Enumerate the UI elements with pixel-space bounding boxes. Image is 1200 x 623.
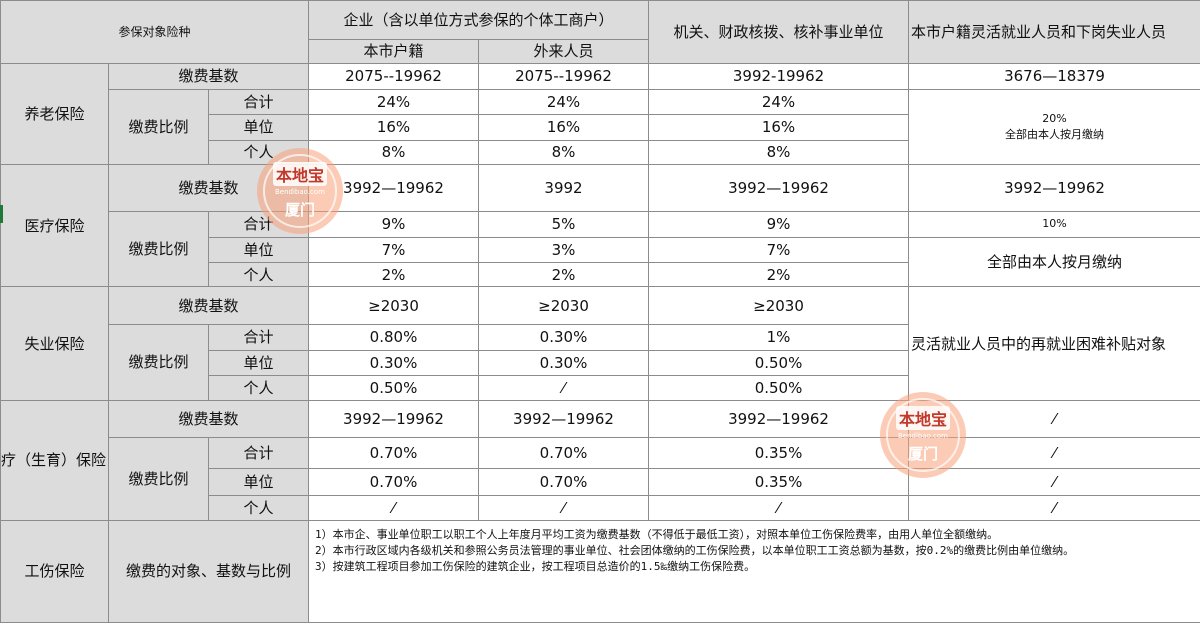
medical-base-nonlocal: 3992 [477,164,650,213]
medical-unit-local: 7% [308,236,479,263]
pension-personal-institution: 8% [648,139,910,166]
maternity-ratio-label: 缴费比例 [108,437,209,521]
maternity-base-flexible: ⁄ [908,399,1200,439]
unemployment-base-institution: ≥2030 [648,286,910,326]
pension-flexible-note: 全部由本人按月缴纳 [1005,127,1105,141]
pension-unit-local: 16% [308,114,479,141]
pension-base-flexible: 3676—18379 [908,63,1200,90]
maternity-personal-flexible: ⁄ [908,495,1200,521]
pension-unit-institution: 16% [648,114,910,141]
unemployment-total-nonlocal: 0.30% [477,324,650,351]
injury-notes: 1）本市企、事业单位职工以职工个人上年度月平均工资为缴费基数（不得低于最低工资）… [307,519,1200,623]
local-hukou-header: 本市户籍 [308,38,479,65]
medical-base-local: 3992—19962 [308,164,479,213]
medical-total-flexible: 10% [908,211,1200,238]
unemployment-base-local: ≥2030 [308,286,479,326]
enterprise-header: 企业（含以单位方式参保的个体工商户） [307,0,650,40]
corner-header: 参保对象险种 [0,0,309,65]
maternity-total-nonlocal: 0.70% [477,437,650,469]
medical-ratio-label: 缴费比例 [108,211,209,288]
maternity-personal-label: 个人 [208,495,309,521]
pension-unit-label: 单位 [208,114,309,141]
injury-note-1: 1）本市企、事业单位职工以职工个人上年度月平均工资为缴费基数（不得低于最低工资）… [315,527,999,541]
unemployment-personal-label: 个人 [208,375,309,401]
nonlocal-header: 外来人员 [477,38,650,65]
pension-personal-label: 个人 [208,139,309,166]
selection-marker [0,205,3,223]
medical-flexible-note: 全部由本人按月缴纳 [908,236,1200,288]
pension-total-institution: 24% [648,88,910,116]
injury-label: 工伤保险 [0,519,109,623]
unemployment-unit-institution: 0.50% [648,349,910,377]
medical-unit-label: 单位 [208,236,309,263]
unemployment-base-nonlocal: ≥2030 [477,286,650,326]
pension-label: 养老保险 [0,63,109,166]
maternity-unit-flexible: ⁄ [908,467,1200,497]
medical-unit-institution: 7% [648,236,910,263]
medical-personal-institution: 2% [648,261,910,288]
medical-total-local: 9% [308,211,479,238]
unemployment-unit-local: 0.30% [308,349,479,377]
unemployment-personal-local: 0.50% [308,375,479,401]
medical-personal-nonlocal: 2% [477,261,650,288]
unemployment-personal-institution: 0.50% [648,375,910,401]
medical-base-institution: 3992—19962 [648,164,910,213]
flexible-header: 本市户籍灵活就业人员和下岗失业人员 [908,0,1200,65]
pension-total-label: 合计 [208,88,309,116]
maternity-total-local: 0.70% [308,437,479,469]
medical-total-institution: 9% [648,211,910,238]
medical-total-nonlocal: 5% [477,211,650,238]
maternity-total-flexible: ⁄ [908,437,1200,469]
pension-base-institution: 3992-19962 [648,63,910,90]
injury-note-3: 3）按建筑工程项目参加工伤保险的建筑企业，按工程项目总造价的1.5‰缴纳工伤保险… [315,559,756,573]
pension-total-nonlocal: 24% [477,88,650,116]
institution-header: 机关、财政核拨、核补事业单位 [648,0,910,65]
medical-base-label: 缴费基数 [108,164,309,213]
unemployment-flexible-note: 灵活就业人员中的再就业困难补贴对象 [908,286,1200,401]
maternity-personal-local: ⁄ [308,495,479,521]
maternity-base-nonlocal: 3992—19962 [477,399,650,439]
maternity-unit-institution: 0.35% [648,467,910,497]
pension-base-label: 缴费基数 [108,63,309,90]
maternity-total-label: 合计 [208,437,309,469]
medical-personal-local: 2% [308,261,479,288]
pension-unit-nonlocal: 16% [477,114,650,141]
maternity-personal-nonlocal: ⁄ [477,495,650,521]
medical-label: 医疗保险 [0,164,109,288]
pension-base-local: 2075--19962 [308,63,479,90]
unemployment-label: 失业保险 [0,286,109,401]
pension-total-local: 24% [308,88,479,116]
maternity-personal-institution: ⁄ [648,495,910,521]
pension-ratio-label: 缴费比例 [108,88,209,166]
medical-unit-nonlocal: 3% [477,236,650,263]
pension-personal-local: 8% [308,139,479,166]
pension-flexible-rate: 20% 全部由本人按月缴纳 [908,88,1200,166]
pension-flexible-rate-value: 20% [1042,111,1067,125]
maternity-base-local: 3992—19962 [308,399,479,439]
maternity-unit-local: 0.70% [308,467,479,497]
unemployment-unit-nonlocal: 0.30% [477,349,650,377]
unemployment-unit-label: 单位 [208,349,309,377]
maternity-base-institution: 3992—19962 [648,399,910,439]
medical-total-label: 合计 [208,211,309,238]
medical-personal-label: 个人 [208,261,309,288]
pension-base-nonlocal: 2075--19962 [477,63,650,90]
injury-note-2: 2）本市行政区域内各级机关和参照公务员法管理的事业单位、社会团体缴纳的工伤保险费… [315,543,1075,557]
maternity-label: 医疗（生育）保险 [0,399,109,521]
maternity-unit-nonlocal: 0.70% [477,467,650,497]
maternity-base-label: 缴费基数 [108,399,309,439]
unemployment-total-institution: 1% [648,324,910,351]
unemployment-total-local: 0.80% [308,324,479,351]
pension-personal-nonlocal: 8% [477,139,650,166]
injury-criteria-label: 缴费的对象、基数与比例 [108,519,309,623]
medical-base-flexible: 3992—19962 [908,164,1200,213]
unemployment-base-label: 缴费基数 [108,286,309,326]
unemployment-personal-nonlocal: ⁄ [477,375,650,401]
maternity-total-institution: 0.35% [648,437,910,469]
unemployment-ratio-label: 缴费比例 [108,324,209,401]
unemployment-total-label: 合计 [208,324,309,351]
maternity-unit-label: 单位 [208,467,309,497]
